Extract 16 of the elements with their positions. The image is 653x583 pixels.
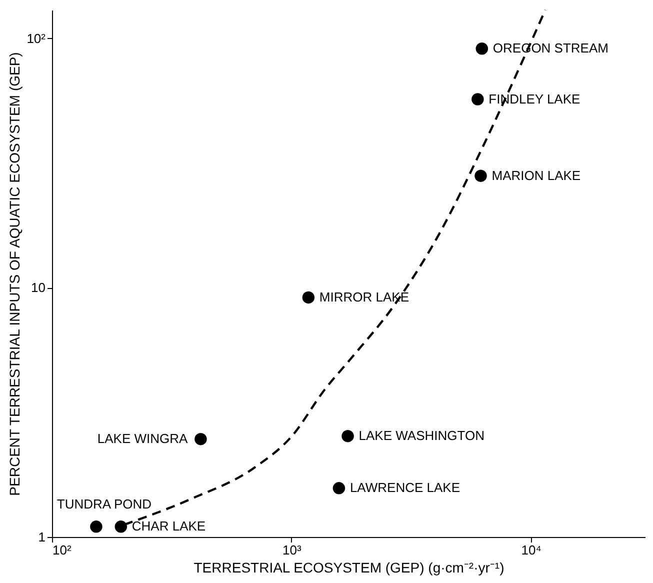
x-axis-title: TERRESTRIAL ECOSYSTEM (GEP) (g·cm⁻²·yr⁻¹) xyxy=(194,560,504,576)
annotation: LAKE WASHINGTON xyxy=(358,428,484,444)
x-tick-label: 10³ xyxy=(282,542,302,558)
annotation: MARION LAKE xyxy=(492,168,581,183)
y-tick-label: 10 xyxy=(31,280,46,296)
y-tick-label: 10² xyxy=(26,30,46,46)
annotation: LAWRENCE LAKE xyxy=(350,480,460,496)
annotation: MIRROR LAKE xyxy=(319,289,410,304)
x-tick-label: 10⁴ xyxy=(521,542,542,558)
annotation: LAKE WINGRA xyxy=(97,431,188,446)
annotation: CHAR LAKE xyxy=(132,518,206,534)
x-tick-label: 10² xyxy=(52,542,72,558)
annotation: TUNDRA POND xyxy=(56,496,152,512)
y-tick-label: 1 xyxy=(38,530,46,544)
annotation: FINDLEY LAKE xyxy=(488,91,581,106)
y-axis-title: PERCENT TERRESTRIAL INPUTS OF AQUATIC ECOSYSTEM (GEP) xyxy=(6,52,23,496)
